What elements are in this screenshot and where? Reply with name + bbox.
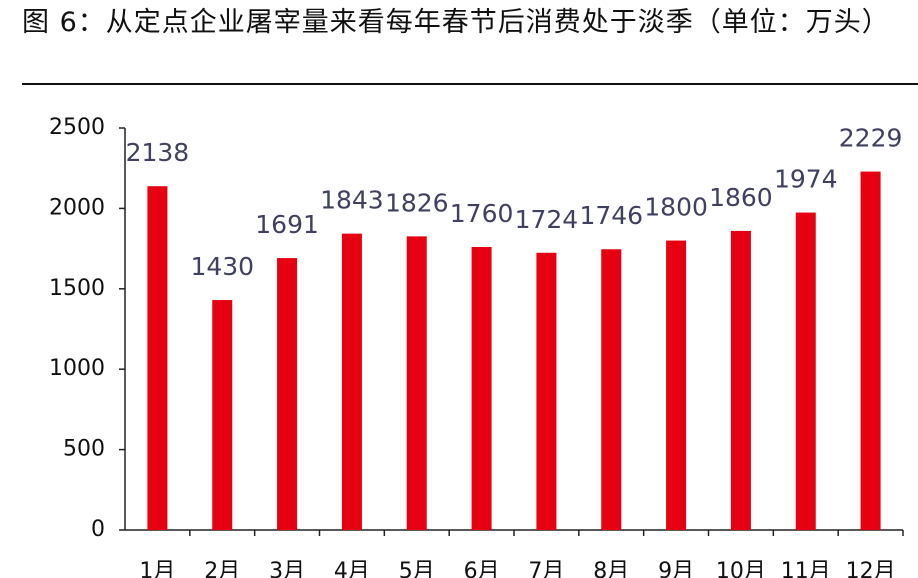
y-tick-label: 1000 [49, 356, 105, 381]
bar [536, 252, 557, 530]
chart-title: 图 6：从定点企业屠宰量来看每年春节后消费处于淡季（单位：万头） [22, 7, 890, 38]
bar [601, 249, 622, 530]
bar [860, 171, 881, 531]
x-tick-label: 6月 [464, 559, 500, 578]
bar [666, 240, 687, 530]
bar [471, 246, 492, 530]
value-label: 1843 [320, 186, 384, 215]
x-tick-label: 10月 [716, 559, 766, 578]
value-label: 1800 [644, 193, 708, 222]
x-tick-label: 4月 [334, 559, 370, 578]
y-tick-label: 1500 [49, 276, 105, 301]
x-tick-label: 1月 [139, 559, 175, 578]
title-rule [22, 83, 918, 85]
bar [795, 212, 816, 530]
value-label: 1724 [515, 205, 579, 234]
x-tick-label: 8月 [593, 559, 629, 578]
x-tick-label: 7月 [528, 559, 564, 578]
value-label: 2138 [126, 138, 190, 167]
bar [147, 186, 168, 530]
bar [212, 300, 233, 530]
bar [730, 230, 751, 531]
value-label: 1746 [579, 201, 643, 230]
value-label: 1860 [709, 183, 773, 212]
y-tick-label: 2000 [49, 195, 105, 220]
x-tick-label: 12月 [846, 559, 896, 578]
x-tick-label: 3月 [269, 559, 305, 578]
bar [341, 233, 362, 530]
x-tick-label: 2月 [204, 559, 240, 578]
value-label: 1430 [190, 252, 254, 281]
bar [406, 236, 427, 530]
value-label: 1760 [450, 199, 514, 228]
x-tick-label: 5月 [399, 559, 435, 578]
x-tick-label: 9月 [658, 559, 694, 578]
y-tick-label: 500 [63, 437, 105, 462]
x-tick-label: 11月 [781, 559, 831, 578]
bar [277, 258, 298, 530]
y-tick-label: 2500 [49, 115, 105, 140]
value-label: 1826 [385, 188, 449, 217]
value-label: 1691 [255, 210, 319, 239]
y-tick-label: 0 [91, 517, 105, 542]
value-label: 2229 [839, 124, 903, 153]
value-label: 1974 [774, 165, 838, 194]
